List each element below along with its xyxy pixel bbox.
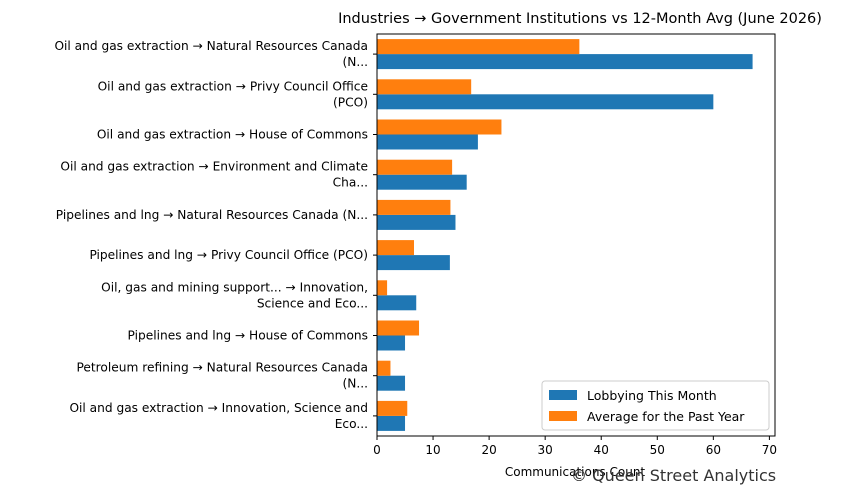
bar-past-year-average [377, 360, 391, 376]
y-tick-label: Petroleum refining → Natural Resources C… [76, 361, 368, 375]
y-tick-label: Pipelines and lng → House of Commons [128, 329, 368, 343]
bar-this-month [377, 214, 456, 230]
bar-this-month [377, 375, 406, 391]
y-axis: Oil and gas extraction → Natural Resourc… [54, 39, 377, 431]
x-tick-label: 10 [425, 443, 440, 457]
x-axis-label: Communications Count [505, 465, 646, 479]
bar-past-year-average [377, 159, 453, 175]
plot-frame [376, 33, 776, 437]
x-axis: 0 10 20 30 40 50 60 70 [373, 436, 777, 457]
bar-this-month [377, 295, 417, 311]
y-tick-label: (N... [343, 377, 369, 391]
legend-swatch [549, 390, 577, 400]
x-tick-label: 70 [762, 443, 777, 457]
bar-this-month [377, 94, 714, 110]
x-tick-label: 50 [650, 443, 665, 457]
y-tick-label: Oil and gas extraction → Privy Council O… [98, 79, 368, 93]
bar-past-year-average [377, 199, 451, 215]
y-tick-label: Oil, gas and mining support... → Innovat… [101, 280, 368, 294]
bar-past-year-average [377, 119, 502, 135]
y-tick-label: (N... [343, 55, 369, 69]
y-tick-label: Pipelines and lng → Natural Resources Ca… [56, 208, 368, 222]
y-tick-label: (PCO) [333, 95, 368, 109]
bar-this-month [377, 54, 753, 70]
y-tick-label: Oil and gas extraction → House of Common… [97, 128, 368, 142]
y-tick-label: Oil and gas extraction → Natural Resourc… [54, 39, 368, 53]
bar-past-year-average [377, 400, 408, 416]
legend: Lobbying This Month Average for the Past … [541, 380, 770, 431]
y-tick-label: Cha... [333, 176, 368, 190]
bar-this-month [377, 255, 450, 271]
legend-swatch [549, 411, 577, 421]
bar-this-month [377, 415, 406, 431]
y-tick-label: Pipelines and lng → Privy Council Office… [89, 248, 368, 262]
bar-past-year-average [377, 39, 580, 55]
legend-label: Lobbying This Month [587, 388, 717, 403]
bars-layer [377, 39, 753, 431]
y-tick-label: Oil and gas extraction → Environment and… [60, 160, 368, 174]
bar-past-year-average [377, 240, 414, 256]
bar-this-month [377, 335, 406, 351]
bar-past-year-average [377, 320, 420, 336]
legend-label: Average for the Past Year [587, 409, 745, 424]
y-tick-label: Science and Eco... [257, 296, 368, 310]
legend-box [541, 380, 770, 431]
bar-past-year-average [377, 280, 388, 296]
x-tick-label: 60 [706, 443, 721, 457]
y-tick-label: Oil and gas extraction → Innovation, Sci… [69, 401, 368, 415]
x-tick-label: 30 [538, 443, 553, 457]
x-tick-label: 40 [594, 443, 609, 457]
x-tick-label: 20 [481, 443, 496, 457]
bar-this-month [377, 174, 467, 190]
chart-title: Industries → Government Institutions vs … [338, 11, 822, 27]
bar-past-year-average [377, 79, 472, 95]
x-tick-label: 0 [373, 443, 381, 457]
bar-this-month [377, 134, 478, 150]
y-tick-label: Eco... [335, 417, 368, 431]
watermark: © Queen Street Analytics [571, 466, 777, 485]
